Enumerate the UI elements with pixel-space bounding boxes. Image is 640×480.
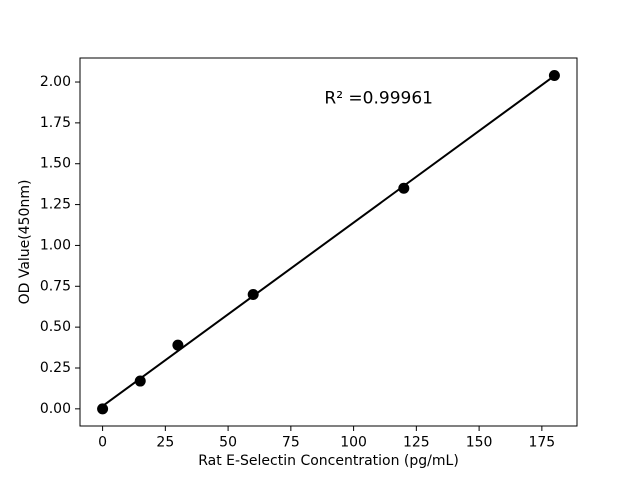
x-axis-label: Rat E-Selectin Concentration (pg/mL): [198, 453, 459, 469]
x-tick-label: 25: [156, 435, 174, 451]
axes-frame: [79, 57, 578, 427]
y-tick-label: 0.75: [40, 278, 71, 294]
data-point: [398, 182, 410, 194]
y-tick-label: 2.00: [40, 74, 71, 90]
data-series: [97, 69, 560, 415]
y-axis-label: OD Value(450nm): [17, 180, 33, 305]
fit-line: [101, 74, 556, 408]
y-tick-label: 0.25: [40, 360, 71, 376]
y-tick-label: 0.00: [40, 401, 71, 417]
x-tick-label: 0: [98, 435, 107, 451]
y-axis-ticks: 0.00 0.25 0.50 0.75 1.00 1.25 1.50 1.75 2.00: [40, 74, 80, 417]
data-point: [172, 339, 184, 351]
x-tick-label: 125: [403, 435, 430, 451]
data-point: [134, 375, 146, 387]
r-squared-annotation: R² =0.99961: [324, 88, 433, 108]
x-axis-ticks: 0 25 50 75 100 125 150 175: [98, 426, 555, 451]
x-tick-label: 100: [340, 435, 367, 451]
y-tick-label: 1.25: [40, 197, 71, 213]
y-tick-label: 1.75: [40, 115, 71, 131]
data-point: [97, 403, 109, 415]
x-tick-label: 175: [528, 435, 555, 451]
data-point: [247, 288, 259, 300]
y-tick-label: 1.00: [40, 237, 71, 253]
y-tick-label: 0.50: [40, 319, 71, 335]
x-tick-label: 50: [219, 435, 237, 451]
x-tick-label: 150: [466, 435, 493, 451]
y-tick-label: 1.50: [40, 156, 71, 172]
x-tick-label: 75: [282, 435, 300, 451]
data-point: [548, 69, 560, 81]
